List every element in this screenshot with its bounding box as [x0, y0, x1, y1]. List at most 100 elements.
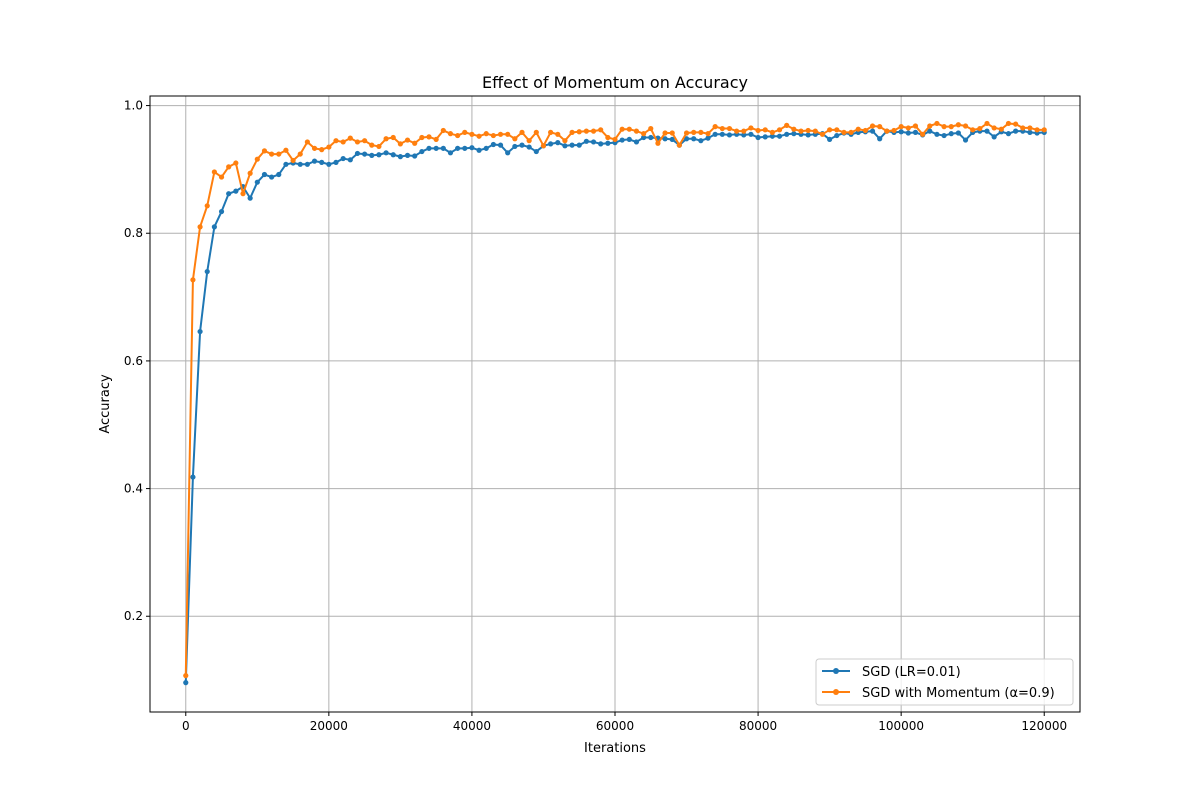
data-point-momentum: [698, 129, 704, 135]
grid: [150, 96, 1080, 712]
data-point-momentum: [383, 136, 389, 142]
data-point-momentum: [805, 127, 811, 134]
data-point-sgd: [390, 152, 396, 158]
data-point-sgd: [455, 145, 461, 151]
data-point-momentum: [512, 136, 518, 142]
data-point-sgd: [712, 131, 718, 137]
data-point-sgd: [476, 147, 482, 153]
data-point-momentum: [920, 131, 926, 137]
data-point-momentum: [412, 140, 418, 146]
data-point-momentum: [519, 129, 525, 135]
data-point-momentum: [347, 135, 353, 141]
x-tick-label: 120000: [1021, 719, 1067, 733]
data-point-momentum: [254, 156, 260, 162]
data-point-momentum: [476, 133, 482, 139]
data-point-momentum: [934, 120, 940, 127]
data-point-momentum: [798, 128, 804, 134]
data-point-momentum: [354, 139, 361, 145]
data-point-sgd: [247, 195, 253, 201]
y-axis-label: Accuracy: [98, 374, 113, 434]
y-tick-label: 0.2: [124, 609, 143, 623]
data-point-momentum: [569, 129, 575, 135]
data-point-momentum: [962, 123, 969, 129]
data-point-momentum: [598, 127, 604, 133]
plot-series: [183, 120, 1047, 686]
y-tick-label: 1.0: [124, 99, 143, 113]
data-point-momentum: [290, 157, 296, 164]
data-point-momentum: [211, 169, 217, 175]
data-point-sgd: [490, 141, 496, 148]
data-point-sgd: [784, 131, 790, 137]
data-point-momentum: [1027, 125, 1033, 131]
data-point-momentum: [1041, 127, 1047, 133]
data-point-momentum: [1034, 127, 1040, 133]
x-axis-label: Iterations: [584, 741, 646, 756]
data-point-sgd: [519, 142, 525, 148]
x-tick-label: 40000: [453, 719, 491, 733]
data-point-momentum: [626, 126, 632, 132]
data-point-sgd: [962, 137, 969, 143]
data-point-momentum: [927, 123, 933, 129]
data-point-momentum: [455, 132, 461, 139]
data-point-sgd: [877, 136, 883, 142]
data-point-momentum: [619, 126, 625, 132]
data-point-momentum: [562, 138, 568, 144]
x-tick-label: 0: [182, 719, 190, 733]
data-point-momentum: [834, 127, 840, 133]
data-point-sgd: [440, 145, 446, 151]
data-point-momentum: [419, 134, 425, 141]
data-point-momentum: [197, 224, 203, 230]
data-point-sgd: [755, 134, 761, 141]
data-point-momentum: [311, 145, 318, 151]
data-point-sgd: [226, 191, 232, 197]
data-point-momentum: [576, 129, 582, 135]
data-point-momentum: [390, 134, 396, 141]
data-point-sgd: [669, 136, 675, 143]
data-point-momentum: [869, 123, 876, 129]
x-tick-label: 80000: [739, 719, 777, 733]
x-tick-label: 60000: [596, 719, 634, 733]
data-point-sgd: [326, 161, 332, 167]
data-point-sgd: [419, 148, 425, 155]
data-point-momentum: [240, 191, 246, 197]
data-point-momentum: [276, 151, 282, 157]
data-point-momentum: [662, 130, 668, 136]
data-point-momentum: [977, 125, 983, 132]
data-point-sgd: [762, 134, 768, 140]
data-point-momentum: [1005, 120, 1012, 127]
data-point-momentum: [812, 128, 818, 134]
series-sgd: [183, 128, 1047, 686]
y-tick-label: 0.4: [124, 482, 143, 496]
data-point-momentum: [190, 277, 196, 283]
x-tick-label: 100000: [878, 719, 924, 733]
data-point-momentum: [819, 131, 826, 137]
data-point-sgd: [927, 128, 933, 134]
data-point-sgd: [204, 268, 210, 275]
data-point-sgd: [590, 139, 597, 145]
data-point-momentum: [1013, 121, 1019, 127]
data-point-momentum: [705, 131, 711, 137]
data-point-sgd: [641, 134, 647, 141]
data-point-sgd: [383, 150, 389, 156]
data-point-sgd: [283, 161, 289, 167]
data-point-momentum: [841, 129, 847, 135]
data-point-momentum: [462, 129, 468, 135]
data-point-momentum: [762, 127, 768, 133]
data-point-sgd: [376, 152, 382, 158]
data-point-sgd: [183, 680, 189, 686]
data-point-momentum: [734, 128, 740, 134]
data-point-momentum: [641, 131, 647, 137]
data-point-momentum: [218, 174, 225, 180]
data-point-sgd: [347, 157, 353, 163]
data-point-momentum: [297, 151, 303, 157]
data-point-momentum: [776, 127, 783, 133]
data-point-sgd: [719, 131, 725, 137]
data-point-momentum: [955, 122, 961, 128]
data-point-sgd: [433, 145, 439, 151]
data-point-sgd: [698, 138, 704, 144]
data-point-momentum: [655, 140, 661, 146]
data-point-momentum: [998, 126, 1004, 132]
data-point-momentum: [362, 138, 368, 144]
data-point-sgd: [254, 179, 260, 185]
data-point-sgd: [426, 145, 432, 151]
